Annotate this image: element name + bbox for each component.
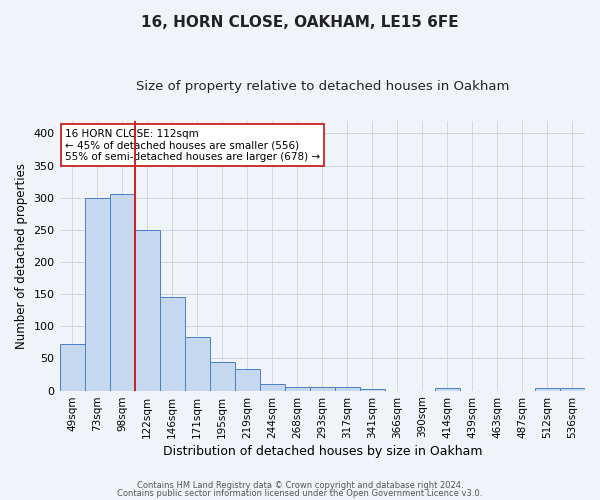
Bar xyxy=(535,388,560,390)
Bar xyxy=(560,388,585,390)
Bar xyxy=(310,386,335,390)
Bar xyxy=(360,388,385,390)
Bar xyxy=(185,337,209,390)
Bar xyxy=(160,298,185,390)
Bar xyxy=(85,198,110,390)
Title: Size of property relative to detached houses in Oakham: Size of property relative to detached ho… xyxy=(136,80,509,93)
Bar xyxy=(335,386,360,390)
Bar xyxy=(59,344,85,390)
Bar xyxy=(285,386,310,390)
Bar xyxy=(209,362,235,390)
Text: 16, HORN CLOSE, OAKHAM, LE15 6FE: 16, HORN CLOSE, OAKHAM, LE15 6FE xyxy=(141,15,459,30)
Text: Contains public sector information licensed under the Open Government Licence v3: Contains public sector information licen… xyxy=(118,488,482,498)
Text: Contains HM Land Registry data © Crown copyright and database right 2024.: Contains HM Land Registry data © Crown c… xyxy=(137,481,463,490)
Bar xyxy=(260,384,285,390)
Bar xyxy=(235,368,260,390)
Y-axis label: Number of detached properties: Number of detached properties xyxy=(15,162,28,348)
Bar xyxy=(134,230,160,390)
X-axis label: Distribution of detached houses by size in Oakham: Distribution of detached houses by size … xyxy=(163,444,482,458)
Bar xyxy=(110,194,134,390)
Bar xyxy=(435,388,460,390)
Text: 16 HORN CLOSE: 112sqm
← 45% of detached houses are smaller (556)
55% of semi-det: 16 HORN CLOSE: 112sqm ← 45% of detached … xyxy=(65,128,320,162)
